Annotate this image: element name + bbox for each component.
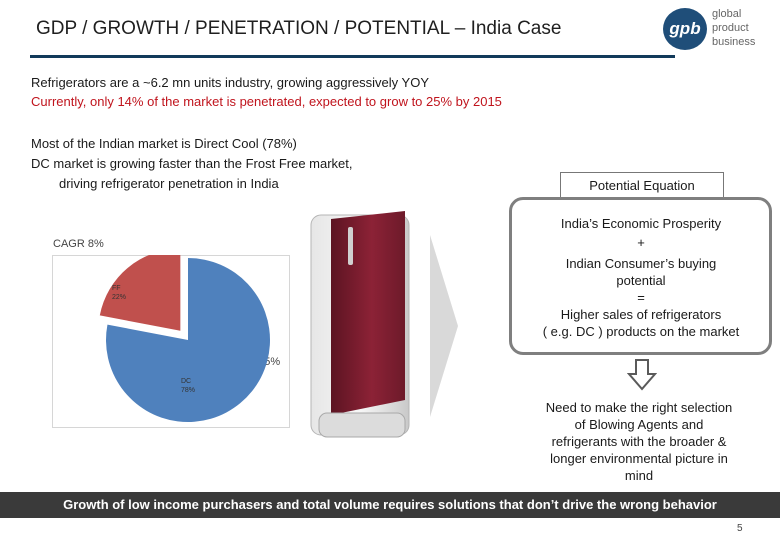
pie-slice-ff [99, 255, 181, 331]
equation-line: ( e.g. DC ) products on the market [542, 324, 740, 339]
logo-line: business [712, 36, 756, 48]
chevron-right-icon [430, 235, 458, 417]
need-line: of Blowing Agents and [574, 417, 704, 432]
pie-chart [99, 255, 270, 422]
page-title: GDP / GROWTH / PENETRATION / POTENTIAL –… [36, 18, 562, 39]
equation-line: Higher sales of refrigerators [560, 307, 722, 322]
pie-slice-dc [106, 258, 270, 422]
logo-line: global [712, 8, 742, 20]
footer-bar [0, 492, 780, 518]
ff-slice-label: FF 22% [112, 284, 126, 302]
need-line: mind [624, 468, 654, 483]
need-text: Need to make the right selection of Blow… [523, 399, 755, 484]
page-number: 5 [737, 523, 743, 534]
cagr-ff-label: CAGR 8% [53, 238, 104, 250]
market-line-2: DC market is growing faster than the Fro… [31, 156, 353, 171]
dc-slice-value: 78% [181, 387, 196, 394]
arrow-down-icon [627, 359, 657, 391]
equation-line: = [637, 290, 645, 305]
footer-text: Growth of low income purchasers and tota… [63, 497, 717, 512]
equation-line: + [637, 235, 645, 250]
need-line: longer environmental picture in [550, 451, 728, 466]
ff-slice-value: 22% [112, 294, 127, 301]
penetration-text: Currently, only 14% of the market is pen… [31, 94, 502, 109]
market-line-1: Most of the Indian market is Direct Cool… [31, 136, 297, 151]
equation-line: India’s Economic Prosperity [560, 216, 722, 231]
dc-slice-name: DC [181, 378, 192, 385]
refrigerator-image [310, 211, 410, 438]
logo-line: product [712, 22, 749, 34]
equation-text: India’s Economic Prosperity + Indian Con… [512, 215, 770, 340]
equation-title-box: Potential Equation [560, 172, 724, 197]
need-line: Need to make the right selection [545, 400, 733, 415]
dc-slice-label: DC 78% [181, 377, 195, 395]
market-line-3: driving refrigerator penetration in Indi… [59, 176, 279, 191]
ff-slice-name: FF [112, 285, 121, 292]
industry-size-text: Refrigerators are a ~6.2 mn units indust… [31, 75, 430, 90]
gpb-logo: gpb [663, 8, 707, 50]
title-underline [30, 55, 675, 58]
equation-box [509, 197, 772, 355]
equation-line: potential [616, 273, 666, 288]
logo-wordmark: global product business [712, 7, 755, 49]
need-line: refrigerants with the broader & [551, 434, 727, 449]
equation-line: Indian Consumer’s buying [565, 256, 717, 271]
equation-title: Potential Equation [589, 177, 695, 193]
